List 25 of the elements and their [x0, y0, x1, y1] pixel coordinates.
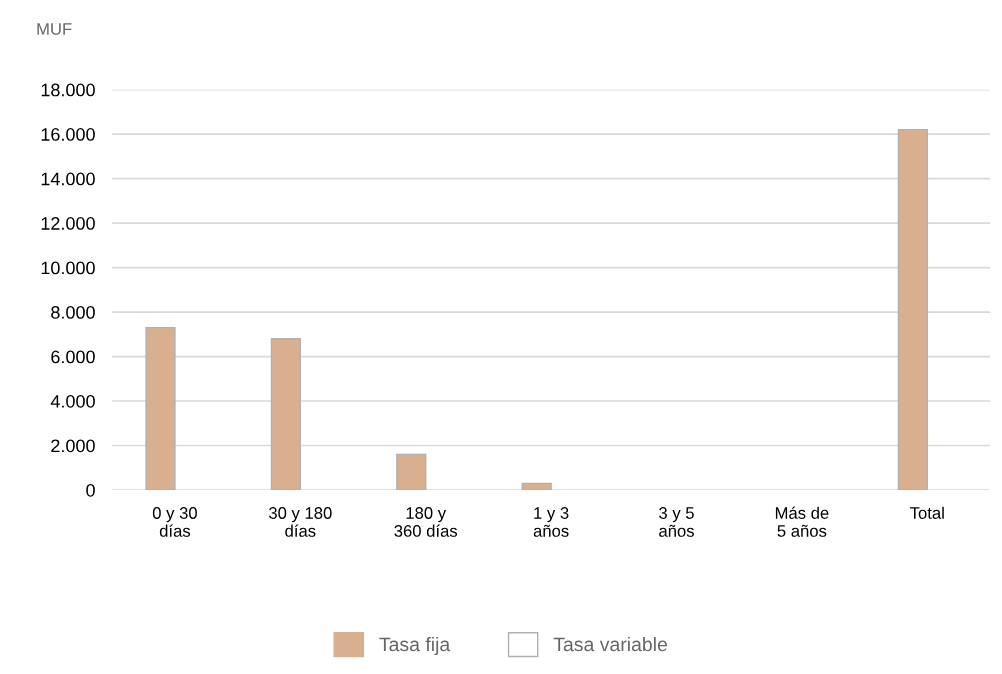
y-axis-title: MUF [37, 23, 72, 35]
bar [145, 326, 176, 490]
y-tick-label: 0 [86, 483, 95, 497]
y-tick-label: 4.000 [50, 394, 95, 408]
x-tick-label: 180 y 360 días [394, 507, 458, 537]
bar [897, 128, 928, 490]
x-tick-label: 30 y 180 días [268, 507, 332, 537]
x-tick-label: 1 y 3 años [533, 507, 569, 537]
legend-label: Tasa fija [379, 636, 451, 656]
x-tick-label: 0 y 30 días [152, 507, 197, 537]
y-tick-label: 14.000 [41, 172, 95, 186]
y-tick-label: 10.000 [41, 261, 95, 275]
bar [270, 338, 302, 490]
y-tick-label: 2.000 [51, 439, 95, 453]
bar [521, 482, 552, 490]
x-tick-label: Total [910, 506, 944, 519]
y-tick-label: 6.000 [51, 350, 95, 364]
x-tick-label: 3 y 5 años [659, 507, 694, 537]
legend-label: Tasa variable [553, 636, 667, 652]
y-tick-label: 8.000 [51, 306, 95, 319]
y-tick-label: 18.000 [41, 83, 95, 97]
x-tick-label: Más de 5 años [775, 506, 829, 537]
y-tick-label: 16.000 [41, 128, 95, 141]
y-tick-label: 12.000 [41, 217, 95, 230]
bar [396, 453, 427, 490]
